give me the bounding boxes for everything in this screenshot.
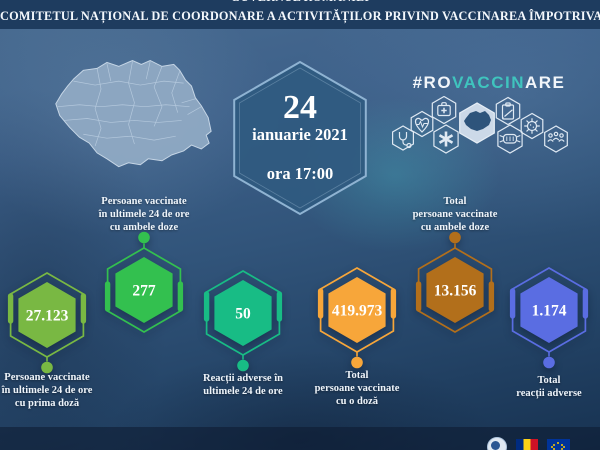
romania-map-icon <box>460 103 495 143</box>
romania-flag-icon <box>516 439 538 450</box>
virus-icon <box>521 114 543 139</box>
connector-dot <box>41 361 53 374</box>
header-subtitle: COMITETUL NAȚIONAL DE COORDONARE A ACTIV… <box>0 9 600 23</box>
stat-value: 50 <box>235 306 251 323</box>
clipboard-syringe-icon <box>496 98 519 125</box>
stat-label-adverse-reactions-24h: Reacții adverse în ultimele 24 de ore <box>203 373 283 397</box>
stat-value: 419.973 <box>332 303 383 320</box>
people-icon <box>545 126 568 152</box>
wordmark-suffix: ARE <box>524 73 566 92</box>
stat-badge-vaccinated-24h-both-doses: 277 <box>99 230 189 355</box>
campaign-icon-cluster <box>392 96 572 158</box>
government-emblem-icon <box>487 437 507 450</box>
stat-value: 1.174 <box>532 303 567 320</box>
stat-label-vaccinated-24h-both-doses: Persoane vaccinate în ultimele 24 de ore… <box>98 196 190 233</box>
date-month-year: ianuarie 2021 <box>252 125 348 144</box>
stat-badge-total-one-dose: 419.973 <box>312 250 402 375</box>
connector-dot <box>237 359 249 372</box>
romania-map <box>55 59 212 168</box>
wordmark-highlight: VACCIN <box>452 73 525 92</box>
connector-dot <box>449 231 461 244</box>
eu-flag-icon <box>547 439 570 450</box>
footer-band <box>0 427 600 450</box>
connector-dot <box>351 356 363 369</box>
heart-pulse-icon <box>411 112 433 137</box>
header-bar: GUVERNUL ROMÂNIEI COMITETUL NAȚIONAL DE … <box>0 0 600 29</box>
stethoscope-icon <box>393 126 414 150</box>
rovaccinare-wordmark: #ROVACCINARE <box>389 73 589 93</box>
connector-dot <box>138 231 150 244</box>
wordmark-prefix: #RO <box>412 73 453 92</box>
header-title: GUVERNUL ROMÂNIEI <box>0 0 600 3</box>
stat-value: 13.156 <box>434 283 477 300</box>
connector-dot <box>543 356 555 369</box>
stat-value: 277 <box>132 283 156 300</box>
face-mask-icon <box>498 125 522 153</box>
date-day: 24 <box>283 89 317 126</box>
stat-label-total-one-dose: Total persoane vaccinate cu o doză <box>314 370 400 407</box>
star-of-life-icon <box>434 125 458 153</box>
medical-bag-icon <box>432 97 455 124</box>
stat-label-vaccinated-24h-first-dose: Persoane vaccinate în ultimele 24 de ore… <box>1 372 93 409</box>
stat-label-total-adverse-reactions: Total reacții adverse <box>516 375 582 399</box>
stat-badge-adverse-reactions-24h: 50 <box>198 253 288 378</box>
date-hexagon: 24 ianuarie 2021 ora 17:00 <box>233 60 367 216</box>
stat-badge-total-both-doses: 13.156 <box>410 230 500 355</box>
footer-logos <box>487 437 570 450</box>
stat-badge-total-adverse-reactions: 1.174 <box>504 250 594 375</box>
stat-label-total-both-doses: Total persoane vaccinate cu ambele doze <box>412 196 498 233</box>
date-time: ora 17:00 <box>267 164 333 183</box>
stat-value: 27.123 <box>26 308 69 325</box>
stat-badge-vaccinated-24h-first-dose: 27.123 <box>2 255 92 380</box>
county-borders <box>57 61 202 147</box>
